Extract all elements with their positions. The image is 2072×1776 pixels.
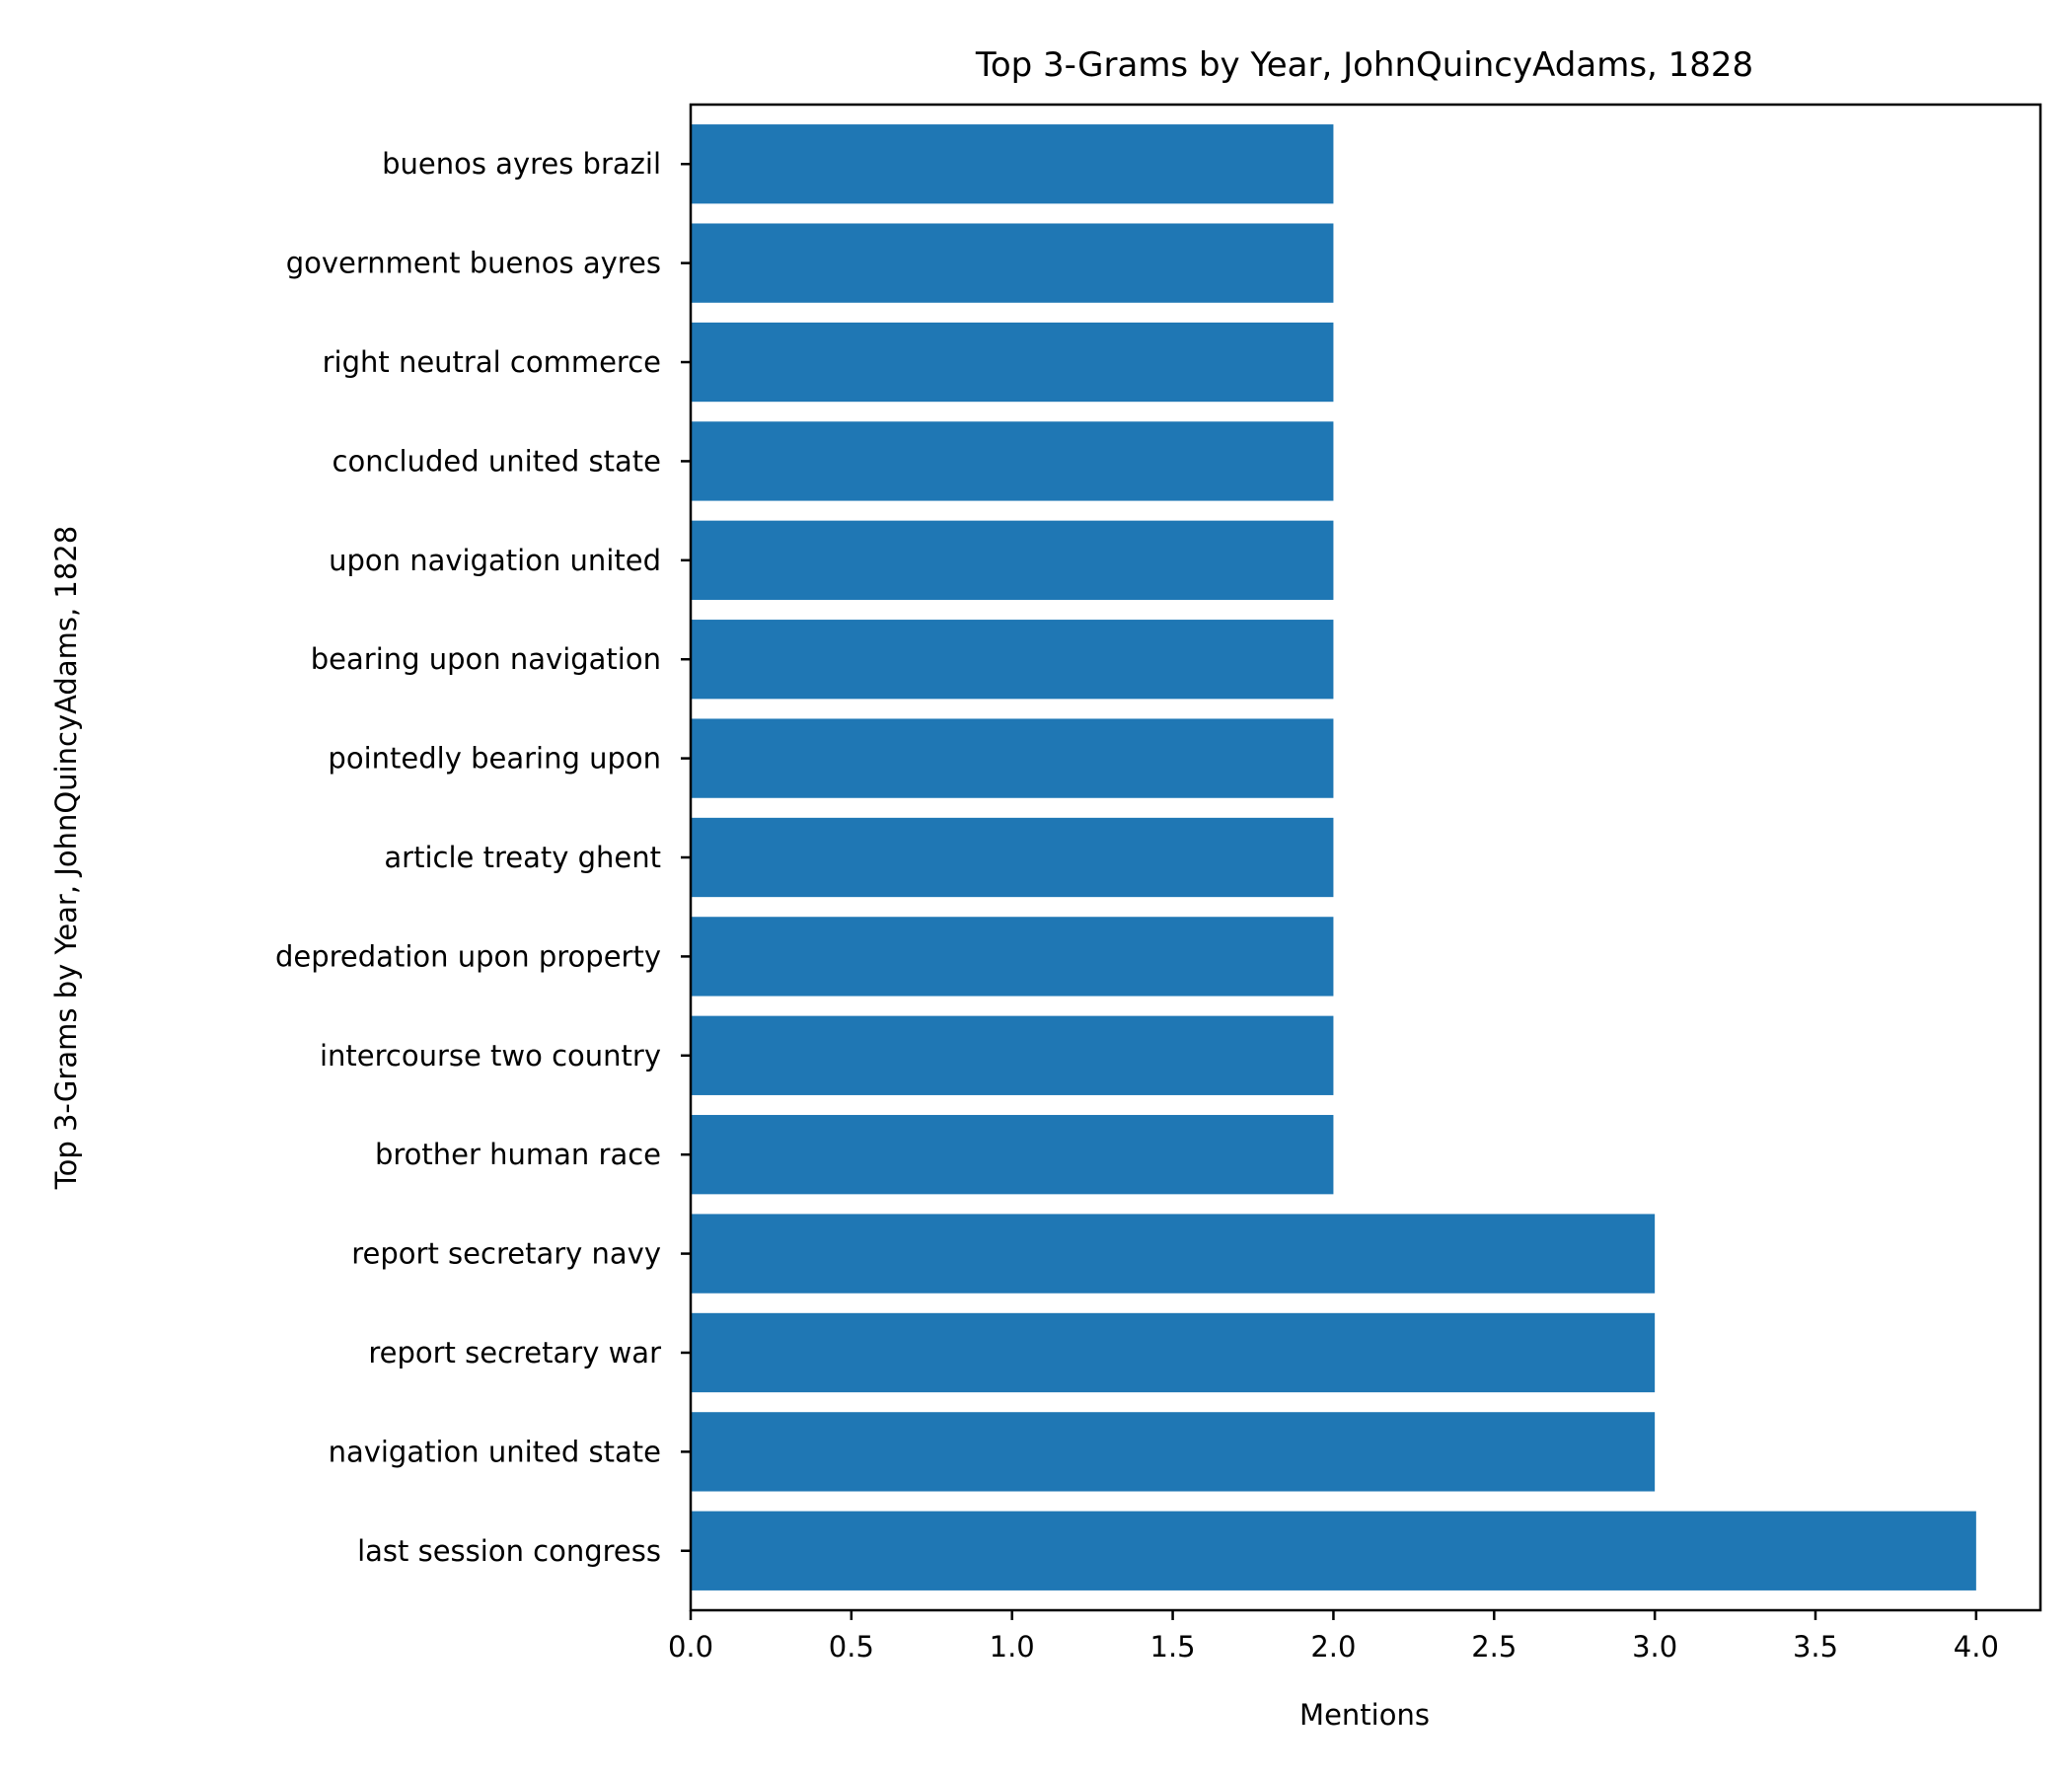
y-tick-label: last session congress (357, 1534, 661, 1568)
y-tick-label: pointedly bearing upon (328, 742, 661, 776)
bar (691, 1412, 1656, 1492)
plot-frame (689, 103, 2042, 1612)
bar (691, 917, 1334, 997)
x-tick-label: 1.0 (990, 1630, 1035, 1664)
y-tick-label: brother human race (375, 1138, 661, 1171)
y-axis-label: Top 3-Grams by Year, JohnQuincyAdams, 18… (49, 526, 83, 1190)
bar (691, 1214, 1656, 1294)
bar (691, 620, 1334, 700)
x-axis-ticks: 0.0 0.5 1.0 1.5 2.0 2.5 3.0 3.5 4.0 (668, 1610, 1999, 1664)
y-tick-label: article treaty ghent (384, 841, 661, 874)
x-tick-label: 3.5 (1793, 1630, 1838, 1664)
x-tick-label: 3.0 (1632, 1630, 1677, 1664)
y-tick-label: report secretary war (368, 1336, 661, 1369)
x-tick-label: 2.0 (1310, 1630, 1356, 1664)
x-tick-label: 0.0 (668, 1630, 713, 1664)
y-tick-label: right neutral commerce (323, 345, 661, 379)
bar (691, 1511, 1976, 1591)
y-tick-label: depredation upon property (275, 939, 661, 973)
x-tick-label: 1.5 (1150, 1630, 1196, 1664)
bar (691, 1312, 1656, 1393)
y-tick-label: government buenos ayres (286, 247, 661, 280)
y-tick-label: navigation united state (329, 1435, 661, 1468)
y-tick-label: bearing upon navigation (311, 642, 661, 676)
bar (691, 817, 1334, 898)
x-tick-label: 0.5 (829, 1630, 874, 1664)
bar-group (691, 124, 1976, 1591)
x-tick-label: 2.5 (1471, 1630, 1517, 1664)
y-tick-label: report secretary navy (351, 1237, 661, 1271)
bar (691, 1015, 1334, 1095)
chart-title: Top 3-Grams by Year, JohnQuincyAdams, 18… (975, 45, 1753, 85)
y-tick-label: upon navigation united (329, 544, 661, 577)
bar (691, 124, 1334, 204)
y-axis-ticks: last session congress navigation united s… (275, 147, 691, 1568)
bar (691, 322, 1334, 403)
x-axis-label: Mentions (1299, 1698, 1430, 1732)
bar (691, 223, 1334, 303)
y-tick-label: intercourse two country (320, 1039, 661, 1073)
y-tick-label: concluded united state (333, 444, 661, 478)
y-tick-label: buenos ayres brazil (382, 147, 661, 181)
x-tick-label: 4.0 (1954, 1630, 1999, 1664)
bar (691, 421, 1334, 501)
bar (691, 1115, 1334, 1195)
bar (691, 520, 1334, 600)
bar (691, 718, 1334, 798)
